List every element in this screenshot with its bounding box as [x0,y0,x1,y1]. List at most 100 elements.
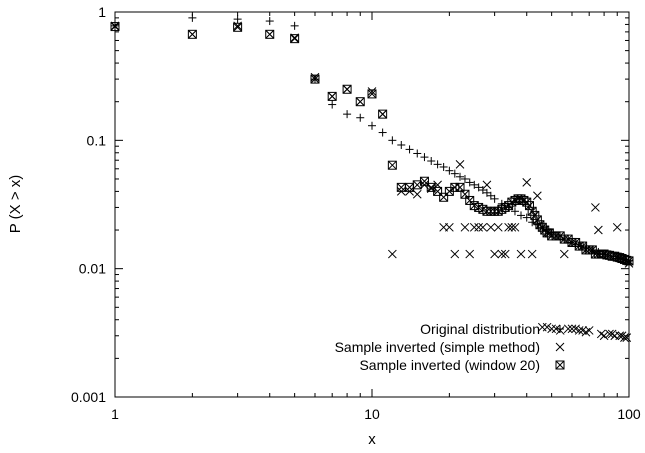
simple-inverted-point [478,222,488,232]
original-point [397,140,406,149]
window20-inverted-point [387,160,397,170]
window20-inverted-point [624,256,634,266]
window20-inverted-point [522,197,532,207]
window20-inverted-point [396,182,406,192]
y-tick-label: 0.01 [79,261,106,277]
x-axis-label: x [368,431,376,448]
simple-inverted-point [533,191,542,201]
simple-inverted-point [367,87,377,96]
legend-label: Sample inverted (simple method) [335,339,540,355]
simple-inverted-point [469,222,479,232]
original-point [439,162,448,171]
simple-inverted-point [387,249,397,259]
simple-inverted-point [445,222,454,232]
original-point [478,186,487,195]
simple-inverted-point [559,249,569,259]
series-simple-inverted-point [110,21,634,343]
simple-inverted-point [486,222,496,232]
window20-inverted-point [265,29,275,39]
simple-inverted-point [615,331,625,341]
window20-inverted-point [310,74,320,84]
simple-inverted-point [574,326,584,335]
simple-inverted-point [482,180,492,190]
original-point [490,194,499,203]
simple-inverted-point [599,331,609,341]
legend: Original distribution Sample inverted (si… [335,321,565,373]
y-axis-label: P (X > x) [7,175,24,234]
simple-inverted-point [474,222,484,232]
simple-inverted-point [596,329,606,339]
series-original-point [111,13,633,265]
legend-item: Original distribution [420,321,564,337]
simple-inverted-point [516,249,526,259]
y-tick-label: 0.1 [87,132,107,148]
simple-inverted-point [612,222,622,232]
original-point [290,21,299,30]
original-point [474,183,483,192]
window20-inverted-point [405,182,415,192]
window20-inverted-point [342,84,352,94]
original-point [356,113,365,122]
original-point [343,110,352,119]
window20-inverted-point [367,89,377,99]
window20-inverted-point [524,201,534,211]
original-point [465,178,474,187]
simple-inverted-point [547,324,556,334]
window20-inverted-point [110,22,120,32]
simple-inverted-point [620,333,629,343]
original-point [456,172,465,181]
simple-inverted-point [110,21,120,31]
original-point [368,121,376,130]
original-point [413,149,422,158]
simple-inverted-point [504,222,513,232]
window20-inverted-point [327,91,337,101]
original-point [427,157,436,166]
legend-symbol [556,325,564,333]
simple-inverted-point [497,249,507,259]
simple-inverted-point [522,178,532,187]
original-point [510,207,519,216]
legend-item: Sample inverted (simple method) [335,339,565,355]
simple-inverted-point [563,324,573,334]
original-point [445,166,454,175]
original-point [233,15,242,24]
simple-inverted-point [460,222,470,232]
legend-item: Sample inverted (window 20) [359,357,565,373]
window20-inverted-point [532,215,542,225]
original-point [433,160,442,169]
original-point [517,211,526,220]
window20-inverted-point [378,109,388,119]
window20-inverted-point [444,186,454,196]
simple-inverted-point [605,329,614,339]
legend-symbol [555,342,565,352]
original-point [470,180,479,189]
window20-inverted-point [355,97,365,107]
legend-label: Original distribution [420,321,540,337]
simple-inverted-point [490,249,499,259]
simple-inverted-point [622,333,632,343]
y-tick-label: 0.001 [71,389,106,405]
window20-inverted-point [187,29,197,39]
x-tick-label: 100 [617,406,641,422]
x-tick-label: 10 [364,406,380,422]
series-window20-inverted-point [110,22,634,266]
window20-inverted-point [233,22,243,32]
data-marks [110,13,634,343]
x-tick-label: 1 [111,406,119,422]
simple-inverted-point [412,189,422,199]
simple-inverted-point [591,203,600,212]
simple-inverted-point [465,249,475,259]
original-point [450,169,459,178]
original-point [460,174,469,183]
simple-inverted-point [607,329,617,339]
simple-inverted-point [507,222,517,232]
original-point [522,213,531,222]
original-point [420,153,429,162]
original-point [188,13,197,22]
legend-label: Sample inverted (window 20) [359,357,540,373]
simple-inverted-point [510,222,520,232]
simple-inverted-point [500,249,510,259]
simple-inverted-point [450,249,460,259]
axis-ticks: 1 10 100 1 0.1 0.01 0.001 [71,4,641,422]
